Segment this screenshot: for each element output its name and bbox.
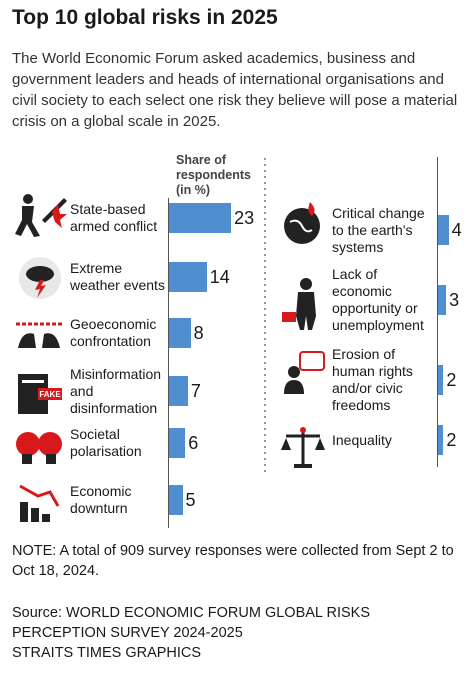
category-label: Societal polarisation (70, 426, 142, 459)
category-label: Extreme weather events (70, 260, 165, 293)
axis-label: Share of respondents (in %) (176, 153, 252, 197)
source: Source: WORLD ECONOMIC FORUM GLOBAL RISK… (12, 605, 370, 641)
divider (264, 158, 266, 473)
category-label: Misinformation and disinformation (70, 365, 162, 416)
category-label: Economic downturn (70, 483, 132, 516)
value-label: 3 (449, 289, 460, 310)
icon-misinformation: FAKE (18, 374, 62, 414)
svg-text:FAKE: FAKE (39, 390, 61, 399)
value-label: 8 (193, 322, 204, 343)
bar (169, 203, 232, 233)
value-label: 14 (209, 266, 230, 287)
note: NOTE: A total of 909 survey responses we… (12, 543, 454, 579)
value-label: 5 (185, 489, 196, 510)
icon-rights (284, 351, 325, 394)
bar (169, 376, 188, 406)
category-label: Lack of economic opportunity or unemploy… (332, 266, 424, 333)
bar (438, 425, 444, 455)
value-label: 6 (188, 432, 199, 453)
chart-title: Top 10 global risks in 2025 (12, 6, 278, 29)
value-label: 2 (446, 429, 457, 450)
category-label: Critical change to the earth's systems (332, 204, 425, 255)
value-label: 23 (234, 207, 255, 228)
bar (438, 365, 444, 395)
left-axis (168, 198, 169, 528)
chart-subtitle: The World Economic Forum asked academics… (12, 50, 458, 130)
bar (169, 428, 186, 458)
icon-unemployment (282, 278, 316, 330)
bar (169, 485, 183, 515)
bar (438, 215, 449, 245)
category-label: Inequality (332, 431, 392, 448)
icon-inequality (281, 427, 325, 468)
category-label: Geoeconomic confrontation (70, 316, 157, 349)
icon-polarisation (16, 432, 62, 464)
icon-downturn (19, 484, 60, 522)
category-label: Erosion of human rights and/or civic fre… (332, 346, 413, 413)
bar (169, 318, 191, 348)
credit: STRAITS TIMES GRAPHICS (12, 645, 202, 661)
value-label: 2 (446, 369, 457, 390)
icon-geoeconomic (16, 322, 62, 348)
value-label: 4 (451, 219, 462, 240)
icon-weather (19, 257, 61, 299)
category-label: State-based armed conflict (70, 201, 158, 234)
icon-conflict (15, 194, 67, 237)
bar (438, 285, 447, 315)
icon-earth (284, 202, 320, 244)
right-axis (437, 157, 438, 467)
value-label: 7 (190, 380, 201, 401)
bar (169, 262, 207, 292)
